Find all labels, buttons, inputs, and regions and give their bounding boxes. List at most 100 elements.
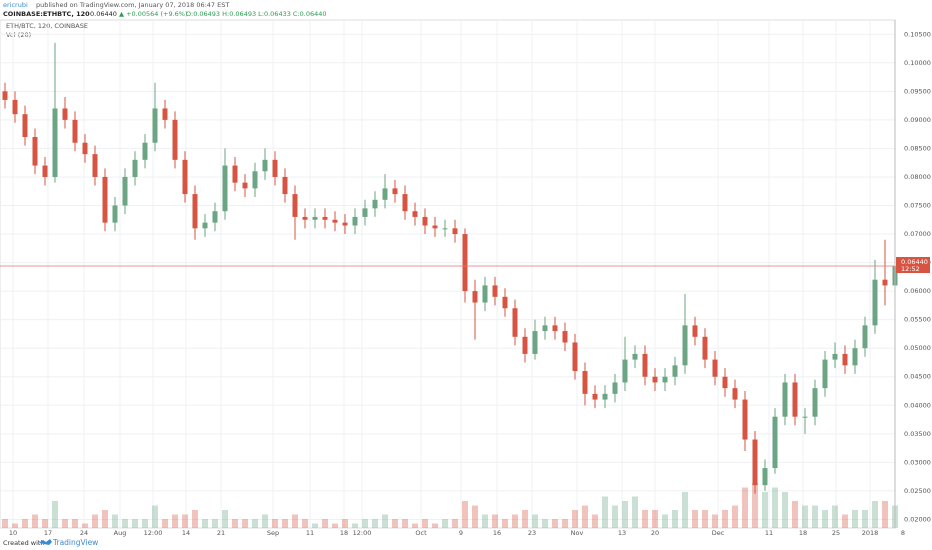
y-tick-label: 0.10500: [904, 30, 931, 38]
y-tick-label: 0.07000: [904, 230, 931, 238]
last: 0.06440: [90, 10, 117, 18]
volume-bar: [212, 519, 218, 528]
candle-body: [52, 108, 58, 177]
volume-bar: [652, 510, 658, 528]
candle-body: [672, 365, 678, 377]
candle-body: [392, 188, 398, 195]
candle-body: [432, 225, 438, 229]
volume-bar: [332, 523, 338, 528]
candle-body: [792, 382, 798, 417]
volume-bar: [382, 514, 388, 528]
candle-body: [742, 399, 748, 440]
volume-bar: [122, 519, 128, 528]
y-tick-label: 0.09000: [904, 116, 931, 124]
candle-body: [882, 279, 888, 286]
candle-body: [562, 331, 568, 343]
volume-bar: [342, 519, 348, 528]
volume-bar: [672, 510, 678, 528]
y-tick-label: 0.02000: [904, 515, 931, 523]
candle-body: [32, 137, 38, 166]
candle-body: [722, 376, 728, 389]
candle-body: [832, 353, 838, 360]
volume-bar: [222, 510, 228, 528]
candle-body: [652, 376, 658, 383]
volume-bar: [32, 514, 38, 528]
volume-bar: [812, 505, 818, 528]
candle-body: [612, 382, 618, 394]
volume-bar: [292, 514, 298, 528]
volume-bar: [582, 505, 588, 528]
candle-body: [142, 142, 148, 160]
x-tick-label: Sep: [267, 529, 279, 537]
volume-bar: [622, 501, 628, 528]
brand[interactable]: TradingView: [52, 538, 98, 547]
volume-bar: [852, 510, 858, 528]
candle-body: [252, 171, 258, 189]
candle-body: [592, 393, 598, 400]
logo: [39, 539, 52, 545]
volume-bar: [452, 519, 458, 528]
candle-body: [622, 359, 628, 383]
volume-bar: [322, 519, 328, 528]
candle-body: [602, 393, 608, 400]
volume-bar: [882, 501, 888, 528]
candle-body: [192, 194, 198, 229]
y-tick-label: 0.04000: [904, 401, 931, 409]
countdown: 12:52: [901, 265, 920, 273]
candle-body: [72, 119, 78, 143]
y-tick-label: 0.08000: [904, 173, 931, 181]
volume-bar: [242, 519, 248, 528]
candle-body: [692, 325, 698, 337]
volume-bar: [192, 510, 198, 528]
candle-body: [352, 216, 358, 226]
candle-body: [582, 371, 588, 394]
candle-body: [362, 208, 368, 217]
candle-body: [452, 228, 458, 235]
candle-body: [762, 468, 768, 486]
volume-bar: [152, 505, 158, 528]
volume-bar: [762, 492, 768, 528]
volume-bar: [82, 523, 88, 528]
x-tick-label: 12:00: [353, 529, 372, 537]
candle-body: [242, 182, 248, 189]
y-tick-label: 0.09500: [904, 87, 931, 95]
volume-bar: [422, 519, 428, 528]
x-tick-label: 17: [44, 529, 52, 537]
candle-body: [12, 99, 18, 115]
x-tick-label: 24: [80, 529, 88, 537]
x-tick-label: 20: [651, 529, 659, 537]
volume-bar: [632, 496, 638, 528]
candle-body: [282, 176, 288, 195]
x-tick-label: 25: [832, 529, 840, 537]
candle-body: [552, 325, 558, 332]
volume-bar: [472, 505, 478, 528]
candle-body: [62, 108, 68, 120]
volume-bar: [642, 510, 648, 528]
volume-bar: [202, 519, 208, 528]
volume-bar: [172, 514, 178, 528]
candle-body: [682, 325, 688, 366]
candle-body: [172, 119, 178, 160]
candle-body: [462, 234, 468, 292]
author[interactable]: ericrubi: [3, 1, 28, 9]
volume-bar: [52, 501, 58, 528]
candle-body: [662, 376, 668, 383]
candle-body: [712, 359, 718, 377]
volume-bar: [402, 519, 408, 528]
volume-bar: [312, 523, 318, 528]
volume-bar: [802, 505, 808, 528]
symbol: COINBASE:ETHBTC, 120: [3, 10, 90, 18]
volume-bar: [2, 519, 8, 528]
volume-label: Vol (20): [6, 31, 31, 39]
x-tick-label: Aug: [114, 529, 127, 537]
volume-bar: [862, 510, 868, 528]
y-tick-label: 0.08500: [904, 144, 931, 152]
x-tick-label: 11: [765, 529, 773, 537]
volume-bar: [602, 496, 608, 528]
candle-body: [542, 325, 548, 332]
y-tick-label: 0.10000: [904, 59, 931, 67]
candle-body: [802, 416, 808, 418]
candle-body: [492, 285, 498, 297]
y-tick-label: 0.06000: [904, 287, 931, 295]
candle-body: [812, 388, 818, 417]
